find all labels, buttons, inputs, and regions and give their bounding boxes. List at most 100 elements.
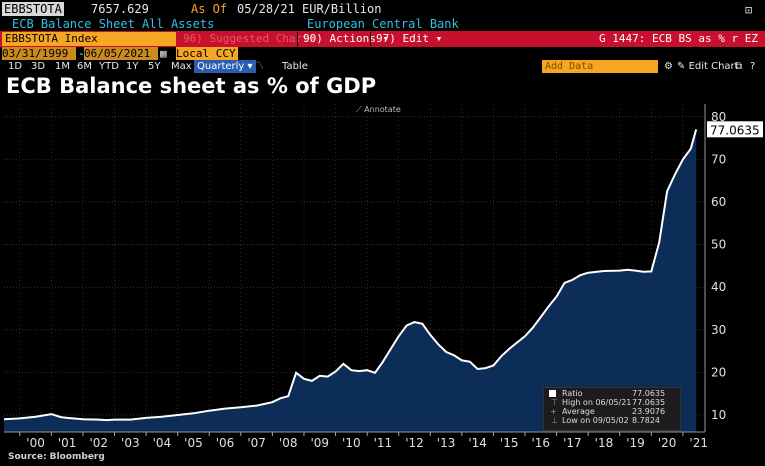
y-tick-label: 40 (711, 280, 726, 294)
suggested-charts-button[interactable]: 96) Suggested Charts (183, 32, 316, 45)
calendar-icon[interactable]: ▦ (160, 47, 167, 60)
series-area (4, 129, 697, 433)
x-tick-label: '21 (689, 436, 708, 450)
legend-low-label: Low on 09/05/02 (562, 416, 629, 425)
x-tick-label: '14 (468, 436, 487, 450)
period-6m[interactable]: 6M (77, 61, 92, 72)
end-date-field[interactable]: 06/05/2021 (84, 47, 158, 61)
annotate-button[interactable]: ⟋ Annotate (356, 105, 401, 115)
toolbar-divider (370, 32, 371, 46)
legend-series-value: 77.0635 (632, 389, 666, 398)
security-description: ECB Balance Sheet All Assets (12, 17, 215, 31)
legend-high-value: 77.0635 (632, 398, 666, 407)
pencil-icon: ⟋ (356, 105, 362, 114)
date-range-row: 03/31/1999 - 06/05/2021 ▦ Local CCY ▾ (0, 47, 765, 61)
period-5y[interactable]: 5Y (148, 61, 161, 72)
x-tick-label: '11 (374, 436, 393, 450)
pop-out-icon[interactable]: ⧉ (735, 61, 743, 72)
x-tick-label: '05 (184, 436, 203, 450)
x-tick-label: '04 (153, 436, 172, 450)
y-tick-label: 10 (711, 408, 726, 422)
source-name: European Central Bank (307, 17, 459, 31)
edit-chart-button[interactable]: ✎ Edit Chart (677, 61, 739, 72)
x-tick-label: '19 (626, 436, 645, 450)
edit-chart-label: Edit Chart (688, 61, 739, 72)
x-tick-label: '08 (279, 436, 298, 450)
frequency-label: Quarterly (197, 61, 245, 72)
ticker-symbol[interactable]: EBBSTOTA (2, 2, 64, 16)
help-icon[interactable]: ? (750, 61, 756, 72)
source-note: Source: Bloomberg (8, 452, 105, 462)
x-tick-label: '00 (26, 436, 45, 450)
range-dash: - (78, 47, 85, 60)
table-button[interactable]: Table (282, 61, 308, 72)
frequency-select[interactable]: Quarterly ▾ (194, 60, 256, 73)
annotate-label: Annotate (364, 105, 401, 114)
line-chart-icon[interactable]: 〽 (254, 61, 264, 72)
last-value-box (707, 121, 763, 138)
average-marker-icon: + (550, 407, 557, 416)
y-tick-label: 50 (711, 238, 726, 252)
last-value-label: 77.0635 (710, 123, 760, 137)
chart-title: ECB Balance sheet as % of GDP (6, 74, 377, 98)
security-field[interactable]: EBBSTOTA Index (2, 32, 176, 46)
currency-label: Local CCY (176, 47, 236, 60)
x-tick-label: '03 (121, 436, 140, 450)
y-tick-label: 30 (711, 323, 726, 337)
start-date-field[interactable]: 03/31/1999 (2, 47, 76, 61)
x-tick-label: '13 (437, 436, 456, 450)
toolbar-divider (297, 32, 298, 46)
caret-down-icon: ▾ (382, 32, 390, 45)
x-tick-label: '10 (342, 436, 361, 450)
series-swatch (549, 390, 556, 397)
legend-low-value: 8.7824 (632, 416, 660, 425)
add-data-input[interactable]: Add Data (542, 60, 658, 73)
edit-label: 97) Edit (376, 32, 429, 45)
legend-high-label: High on 06/05/21 (562, 398, 632, 407)
x-tick-label: '02 (89, 436, 108, 450)
description-row: ECB Balance Sheet All Assets European Ce… (0, 17, 765, 31)
asof-label: As Of (191, 2, 228, 16)
period-1y[interactable]: 1Y (126, 61, 139, 72)
x-tick-label: '12 (405, 436, 424, 450)
legend-series-label: Ratio (562, 389, 583, 398)
axis-layer: 10 20 30 40 50 60 70 80 '00 '01 '02 '03 '04 '05 '06 '07… (4, 104, 726, 450)
caret-down-icon: ▾ (435, 32, 443, 45)
x-tick-label: '07 (247, 436, 266, 450)
gear-icon[interactable]: ⚙ (664, 61, 673, 72)
chart-id: G 1447: ECB BS as % r EZ GDP (599, 32, 765, 45)
x-tick-label: '06 (216, 436, 235, 450)
actions-label: 90) Actions (303, 32, 376, 45)
legend-average-value: 23.9076 (632, 407, 666, 416)
legend-box: Ratio 77.0635 ⊤ High on 06/05/21 77.0635… (543, 387, 681, 431)
x-tick-label: '20 (658, 436, 677, 450)
header-row: EBBSTOTA 7657.629 As Of 05/28/21 EUR/Bil… (0, 2, 765, 16)
y-tick-label: 60 (711, 195, 726, 209)
grid-layer (4, 104, 705, 432)
last-value: 7657.629 (91, 2, 149, 16)
period-1m[interactable]: 1M (55, 61, 70, 72)
x-tick-label: '01 (58, 436, 77, 450)
period-1d[interactable]: 1D (8, 61, 23, 72)
y-tick-label: 20 (711, 365, 726, 379)
unit-label: EUR/Billion (302, 2, 382, 16)
high-marker-icon: ⊤ (551, 398, 558, 407)
x-tick-label: '16 (532, 436, 551, 450)
y-tick-label: 70 (711, 152, 726, 166)
x-tick-label: '17 (563, 436, 582, 450)
actions-menu[interactable]: 90) Actions ▾ (300, 32, 392, 46)
period-3d[interactable]: 3D (31, 61, 46, 72)
period-max[interactable]: Max (171, 61, 192, 72)
series-line (3, 129, 698, 422)
x-tick-label: '18 (595, 436, 614, 450)
edit-menu[interactable]: 97) Edit ▾ (373, 32, 445, 46)
period-ytd[interactable]: YTD (99, 61, 119, 72)
label-layer: 77.0635 (707, 121, 763, 138)
currency-select[interactable]: Local CCY ▾ (176, 47, 249, 61)
low-marker-icon: ⊥ (551, 416, 558, 425)
window-icon[interactable]: ⊡ (745, 3, 753, 17)
x-tick-label: '09 (310, 436, 329, 450)
legend-average-label: Average (562, 407, 595, 416)
period-row: 1D 3D 1M 6M YTD 1Y 5Y Max Quarterly ▾ 〽 … (0, 60, 765, 73)
